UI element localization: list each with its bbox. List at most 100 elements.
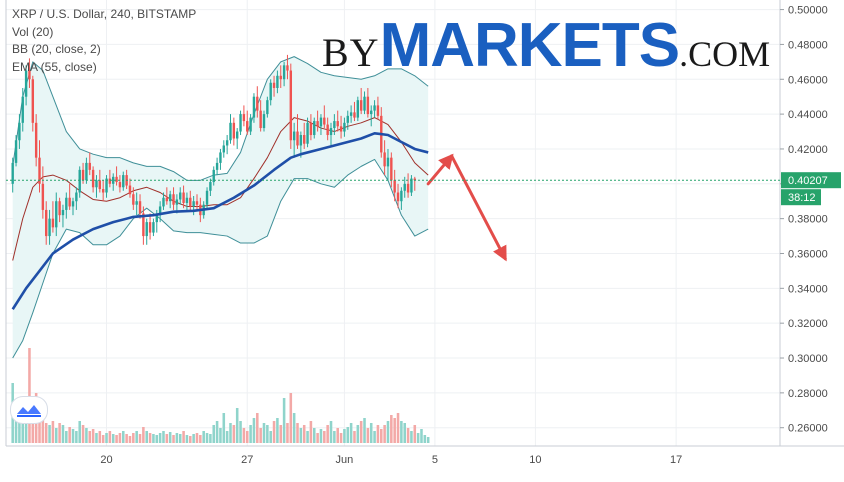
candle-body [373, 105, 376, 111]
volume-bar [85, 428, 88, 443]
volume-bar [292, 413, 296, 443]
tradingview-logo-button[interactable] [10, 396, 48, 424]
volume-bar [105, 433, 108, 443]
candle-body [323, 117, 326, 125]
logo-com: .COM [679, 34, 771, 74]
volume-bar [359, 421, 363, 443]
volume-bar [209, 434, 212, 443]
candle-body [376, 105, 380, 116]
volume-bar [192, 434, 195, 443]
candle-body [162, 197, 165, 207]
volume-bar [249, 425, 252, 443]
candle-body [370, 110, 373, 115]
legend-ema: EMA (55, close) [12, 59, 97, 74]
volume-bar [323, 431, 326, 443]
volume-bar [286, 423, 289, 443]
volume-bar [232, 425, 236, 443]
volume-bar [339, 433, 343, 443]
candle-body [88, 162, 91, 170]
x-tick-label: 5 [432, 454, 438, 466]
y-tick-label: 0.38000 [788, 214, 828, 226]
y-tick-label: 0.48000 [788, 39, 828, 51]
candle-body [34, 122, 38, 158]
candle-body [101, 189, 105, 193]
candle-body [252, 96, 256, 118]
forecast-arrows [426, 153, 507, 262]
volume-bar [68, 427, 71, 443]
candle-body [279, 75, 282, 80]
volume-bar [88, 431, 92, 443]
candle-body [189, 197, 192, 207]
candle-body [118, 182, 122, 188]
volume-bar [406, 428, 410, 443]
candle-body [185, 197, 189, 203]
volume-bar [148, 433, 152, 443]
volume-bar [91, 429, 95, 443]
candle-body [91, 169, 95, 188]
logo-by: BY [322, 30, 380, 75]
candle-body [205, 190, 209, 205]
volume-bar [205, 433, 209, 443]
candle-body [212, 169, 215, 183]
tradingview-wave-icon [17, 405, 41, 417]
volume-bar [111, 434, 115, 443]
candle-body [225, 140, 229, 146]
volume-bar [199, 435, 202, 443]
volume-bar [28, 348, 31, 443]
volume-bar [189, 436, 192, 443]
volume-bar [118, 433, 122, 443]
y-tick-label: 0.42000 [788, 144, 828, 156]
candle-body [219, 152, 222, 163]
volume-bar [393, 418, 396, 443]
legend-symbol: XRP / U.S. Dollar, 240, BITSTAMP [12, 7, 197, 21]
volume-bar [212, 425, 216, 443]
candle-body [78, 169, 81, 193]
candle-body [182, 192, 185, 203]
volume-bar [289, 393, 293, 443]
volume-bar [54, 428, 58, 443]
candle-body [386, 157, 390, 167]
volume-bar [366, 428, 370, 443]
volume-bar [413, 425, 417, 443]
bollinger-lower [12, 158, 429, 359]
candle-body [38, 157, 41, 184]
y-tick-label: 0.34000 [788, 283, 828, 295]
volume-bar [329, 421, 333, 443]
candle-body [122, 175, 125, 188]
y-tick-label: 0.32000 [788, 318, 828, 330]
candle-body [132, 194, 135, 205]
candle-body [359, 100, 363, 111]
candle-body [232, 122, 236, 139]
volume-bar [282, 398, 286, 443]
indicator-legend: XRP / U.S. Dollar, 240, BITSTAMP Vol (20… [12, 6, 196, 76]
current-price-badge [781, 172, 841, 189]
volume-bar [182, 431, 185, 443]
candle-body [303, 135, 306, 144]
candle-body [306, 122, 309, 144]
volume-bar [333, 431, 336, 443]
candle-body [346, 115, 349, 123]
volume-bar [403, 423, 407, 443]
candle-body [65, 197, 68, 210]
volume-bar [336, 428, 339, 443]
candle-body [356, 100, 360, 118]
volume-bar [195, 433, 199, 443]
x-tick-label: 10 [529, 454, 541, 466]
volume-bar [296, 423, 299, 443]
volume-bar [353, 431, 356, 443]
volume-bar [259, 428, 262, 443]
candle-body [152, 222, 155, 233]
volume-bar [299, 428, 303, 443]
volume-bar [21, 421, 25, 443]
candle-body [366, 96, 370, 115]
candle-body [138, 201, 142, 214]
bymarkets-logo: BYMARKETS.COM [322, 10, 770, 81]
volume-bar [346, 427, 350, 443]
candle-body [349, 112, 353, 116]
volume-bar [95, 433, 98, 443]
y-tick-label: 0.46000 [788, 74, 828, 86]
candle-body [28, 70, 31, 80]
volume-bar [256, 413, 259, 443]
candle-body [108, 178, 112, 184]
